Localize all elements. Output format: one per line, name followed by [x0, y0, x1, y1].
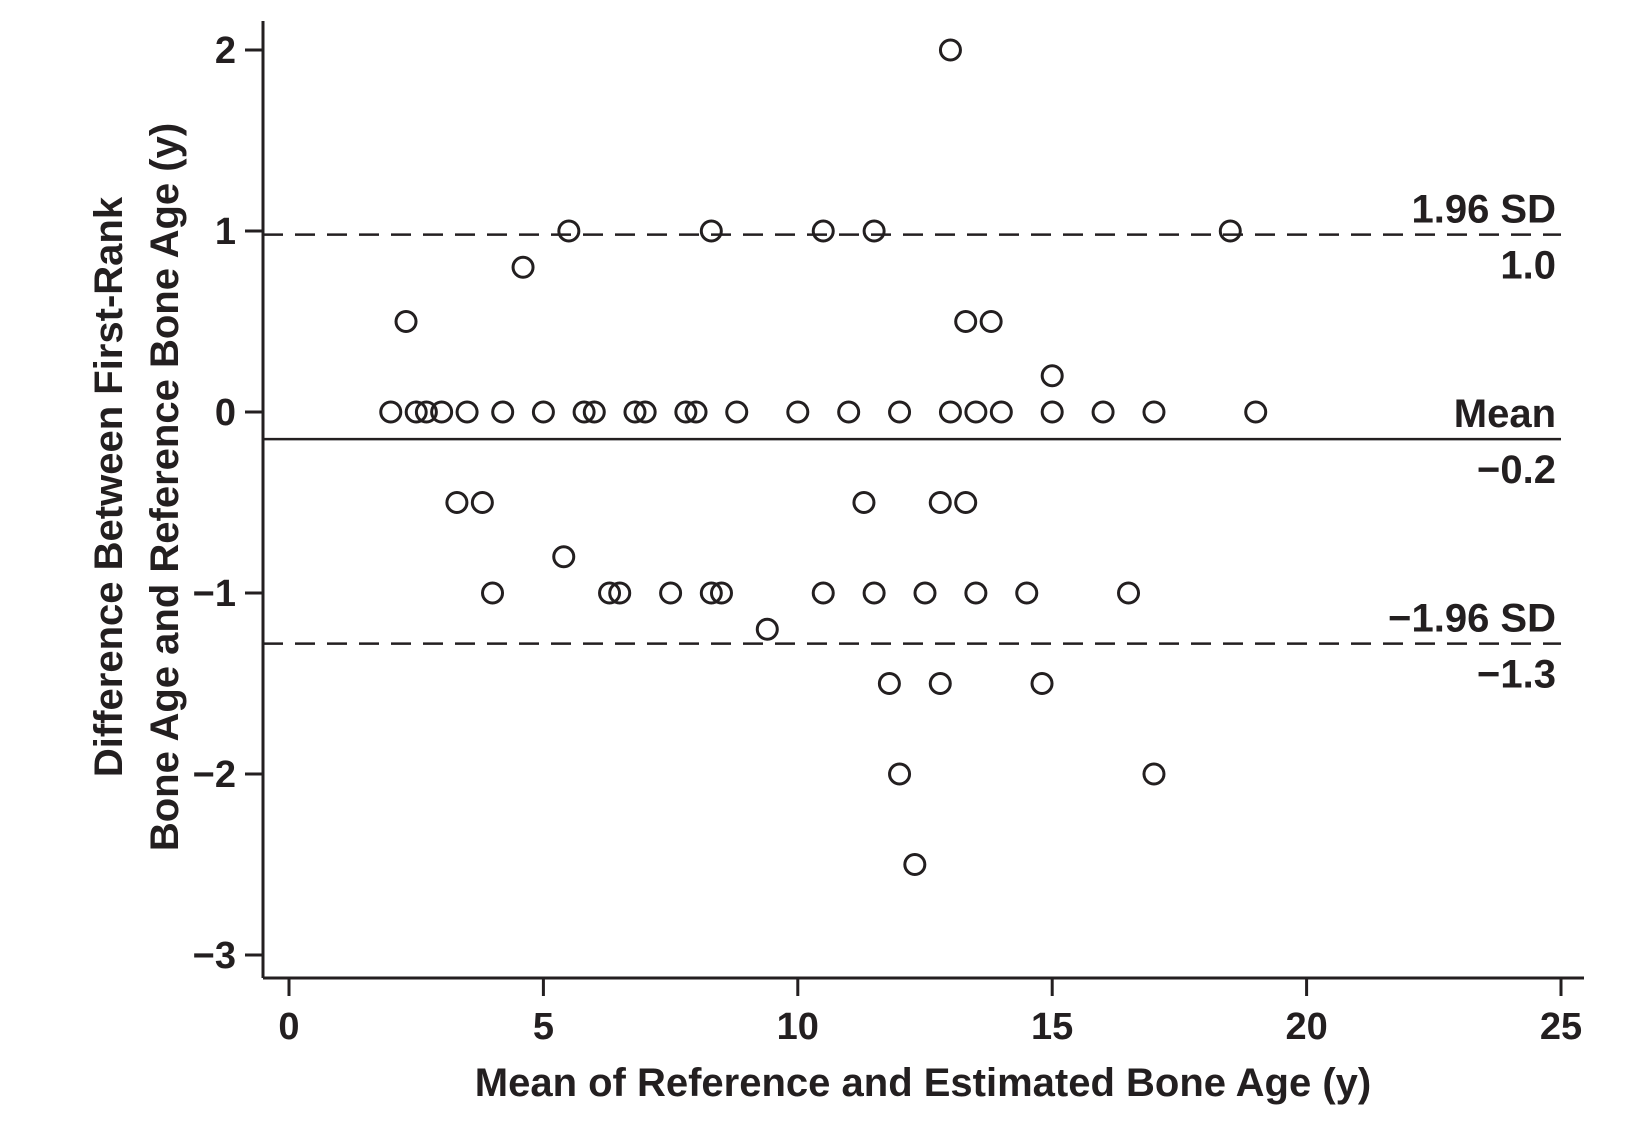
data-point [928, 672, 952, 695]
data-point [1117, 581, 1141, 605]
mean-value-label: −0.2 [1477, 448, 1556, 492]
data-point [862, 219, 886, 243]
data-point [379, 400, 403, 424]
reference-line-labels: 1.96 SD 1.0 Mean −0.2 −1.96 SD −1.3 [1388, 188, 1556, 697]
data-point [755, 617, 779, 641]
data-point [1142, 400, 1166, 424]
data-point [430, 400, 454, 424]
mean-label: Mean [1454, 392, 1556, 436]
y-axis-label-line-1: Difference Between First-Rank [87, 196, 131, 777]
data-point [725, 400, 749, 424]
data-point [699, 581, 723, 605]
upper-limit-label: 1.96 SD [1411, 188, 1556, 232]
data-point [837, 400, 861, 424]
x-tick-label: 25 [1540, 1006, 1582, 1048]
y-tick-label: 2 [215, 30, 236, 72]
data-point [633, 400, 657, 424]
x-tick-label: 10 [777, 1006, 819, 1048]
data-point [811, 219, 835, 243]
data-point [913, 581, 937, 605]
data-point [557, 219, 581, 243]
data-point [481, 581, 505, 605]
data-point [938, 400, 962, 424]
data-point [903, 853, 927, 876]
data-point [964, 581, 988, 605]
data-point [877, 672, 901, 695]
data-point [394, 310, 418, 333]
data-point [491, 400, 515, 424]
data-point [852, 491, 876, 514]
y-tick-label: −2 [193, 754, 236, 796]
data-point [455, 400, 479, 424]
data-point [1142, 762, 1166, 786]
data-point [582, 400, 606, 424]
data-point [964, 400, 988, 424]
y-axis-label: Difference Between First-Rank Bone Age a… [87, 123, 187, 851]
data-point [445, 491, 469, 514]
data-point [414, 400, 438, 424]
upper-limit-value-label: 1.0 [1500, 244, 1556, 288]
y-axis-label-line-2: Bone Age and Reference Bone Age (y) [143, 123, 187, 851]
x-axis-label: Mean of Reference and Estimated Bone Age… [475, 1061, 1371, 1105]
data-point [511, 255, 535, 279]
data-point [1218, 219, 1242, 243]
data-point [709, 581, 733, 605]
data-point [888, 400, 912, 424]
x-axis-ticks: 0 5 10 15 20 25 [278, 978, 1582, 1048]
data-point [979, 310, 1003, 333]
data-point [938, 38, 962, 62]
reference-lines [263, 233, 1561, 645]
data-point [888, 762, 912, 786]
data-point [1091, 400, 1115, 424]
y-axis-ticks: 2 1 0 −1 −2 −3 [193, 30, 263, 977]
axes [261, 21, 1584, 980]
data-point [928, 491, 952, 514]
data-point [1244, 400, 1268, 424]
data-point [954, 310, 978, 333]
x-tick-label: 5 [533, 1006, 554, 1048]
data-point [552, 545, 576, 569]
lower-limit-label: −1.96 SD [1388, 597, 1556, 641]
data-point [572, 400, 596, 424]
y-tick-label: −3 [193, 935, 236, 977]
data-points [379, 38, 1268, 876]
data-point [1040, 364, 1064, 388]
data-point [1015, 581, 1039, 605]
data-point [598, 581, 622, 605]
lower-limit-value-label: −1.3 [1477, 653, 1556, 697]
y-tick-label: 1 [215, 211, 236, 253]
y-tick-label: −1 [193, 573, 236, 615]
data-point [786, 400, 810, 424]
data-point [531, 400, 555, 424]
data-point [684, 400, 708, 424]
data-point [623, 400, 647, 424]
data-point [404, 400, 428, 424]
data-point [674, 400, 698, 424]
data-point [811, 581, 835, 605]
data-point [659, 581, 683, 605]
x-tick-label: 0 [278, 1006, 299, 1048]
x-tick-label: 15 [1031, 1006, 1073, 1048]
data-point [1030, 672, 1054, 695]
data-point [699, 219, 723, 243]
data-point [954, 491, 978, 514]
data-point [470, 491, 494, 514]
data-point [989, 400, 1013, 424]
y-tick-label: 0 [215, 392, 236, 434]
data-point [1040, 400, 1064, 424]
data-point [862, 581, 886, 605]
data-point [608, 581, 632, 605]
x-tick-label: 20 [1285, 1006, 1327, 1048]
